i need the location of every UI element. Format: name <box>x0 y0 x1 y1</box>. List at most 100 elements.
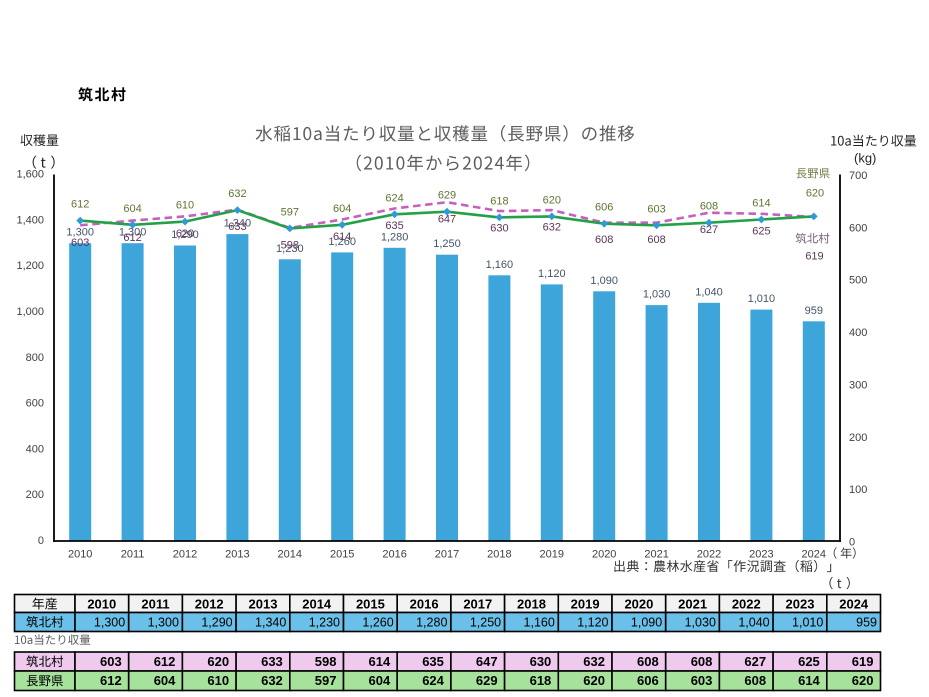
svg-text:619: 619 <box>805 251 823 263</box>
svg-text:633: 633 <box>228 221 246 233</box>
svg-text:2024: 2024 <box>802 549 826 561</box>
svg-text:608: 608 <box>595 234 613 246</box>
svg-text:610: 610 <box>207 673 229 688</box>
svg-text:647: 647 <box>476 654 498 669</box>
svg-text:1,280: 1,280 <box>416 616 447 630</box>
svg-text:1,230: 1,230 <box>276 243 304 255</box>
svg-text:1,230: 1,230 <box>309 616 340 630</box>
svg-text:635: 635 <box>422 654 444 669</box>
svg-text:612: 612 <box>154 654 176 669</box>
svg-text:1,200: 1,200 <box>16 260 44 272</box>
svg-text:632: 632 <box>228 188 246 200</box>
svg-text:624: 624 <box>385 192 403 204</box>
svg-text:608: 608 <box>700 201 718 213</box>
svg-text:2015: 2015 <box>330 549 354 561</box>
svg-text:1,040: 1,040 <box>695 286 723 298</box>
svg-text:2023: 2023 <box>749 549 773 561</box>
svg-text:1,250: 1,250 <box>470 616 501 630</box>
svg-text:632: 632 <box>583 654 605 669</box>
svg-text:2017: 2017 <box>435 549 459 561</box>
svg-text:2012: 2012 <box>195 597 224 612</box>
svg-text:620: 620 <box>176 228 194 240</box>
svg-text:1,600: 1,600 <box>16 169 44 181</box>
svg-text:2017: 2017 <box>463 597 492 612</box>
svg-text:612: 612 <box>100 673 122 688</box>
svg-text:632: 632 <box>261 673 283 688</box>
svg-text:619: 619 <box>852 654 874 669</box>
svg-text:614: 614 <box>752 198 770 210</box>
svg-text:100: 100 <box>849 484 867 496</box>
svg-text:500: 500 <box>849 275 867 287</box>
svg-text:630: 630 <box>530 654 552 669</box>
svg-text:0: 0 <box>38 535 44 547</box>
svg-text:1,300: 1,300 <box>119 227 147 239</box>
svg-text:604: 604 <box>368 673 390 688</box>
svg-text:300: 300 <box>849 379 867 391</box>
svg-text:2014: 2014 <box>278 549 302 561</box>
svg-text:1,260: 1,260 <box>362 616 393 630</box>
svg-text:624: 624 <box>422 673 444 688</box>
svg-text:603: 603 <box>100 654 122 669</box>
svg-text:1,160: 1,160 <box>524 616 555 630</box>
svg-text:2018: 2018 <box>517 597 546 612</box>
svg-text:2021: 2021 <box>644 549 668 561</box>
svg-text:630: 630 <box>490 223 508 235</box>
svg-text:606: 606 <box>637 673 659 688</box>
svg-text:629: 629 <box>438 190 456 202</box>
svg-text:632: 632 <box>543 222 561 234</box>
svg-text:627: 627 <box>744 654 766 669</box>
svg-text:1,250: 1,250 <box>433 238 461 250</box>
svg-text:200: 200 <box>26 489 44 501</box>
svg-text:608: 608 <box>637 654 659 669</box>
svg-text:647: 647 <box>438 214 456 226</box>
svg-text:2024: 2024 <box>839 597 869 612</box>
svg-text:2010: 2010 <box>87 597 116 612</box>
svg-text:1,300: 1,300 <box>148 616 179 630</box>
svg-text:1,160: 1,160 <box>486 259 514 271</box>
svg-text:400: 400 <box>849 327 867 339</box>
svg-text:625: 625 <box>798 654 820 669</box>
svg-text:200: 200 <box>849 432 867 444</box>
svg-text:700: 700 <box>849 170 867 182</box>
svg-text:2018: 2018 <box>487 549 511 561</box>
svg-text:604: 604 <box>123 203 141 215</box>
svg-text:1,290: 1,290 <box>201 616 232 630</box>
svg-text:1,040: 1,040 <box>738 616 769 630</box>
svg-text:608: 608 <box>647 234 665 246</box>
svg-text:2022: 2022 <box>732 597 761 612</box>
svg-text:959: 959 <box>805 305 823 317</box>
svg-text:604: 604 <box>333 203 351 215</box>
svg-text:597: 597 <box>315 673 337 688</box>
svg-text:618: 618 <box>490 195 508 207</box>
svg-text:2021: 2021 <box>678 597 707 612</box>
svg-text:629: 629 <box>476 673 498 688</box>
svg-text:1,300: 1,300 <box>66 227 94 239</box>
svg-text:600: 600 <box>26 398 44 410</box>
svg-text:620: 620 <box>207 654 229 669</box>
svg-text:598: 598 <box>281 239 299 251</box>
svg-text:620: 620 <box>806 188 824 200</box>
svg-text:0: 0 <box>849 537 855 549</box>
svg-text:2019: 2019 <box>540 549 564 561</box>
svg-text:1,030: 1,030 <box>685 616 716 630</box>
svg-text:614: 614 <box>333 231 351 243</box>
svg-text:2016: 2016 <box>382 549 406 561</box>
svg-text:598: 598 <box>315 654 337 669</box>
svg-text:1,400: 1,400 <box>16 214 44 226</box>
svg-text:603: 603 <box>691 673 713 688</box>
svg-text:1,090: 1,090 <box>590 275 618 287</box>
svg-text:1,120: 1,120 <box>538 268 566 280</box>
svg-text:620: 620 <box>852 673 874 688</box>
svg-text:627: 627 <box>700 224 718 236</box>
svg-text:614: 614 <box>368 654 390 669</box>
svg-text:2016: 2016 <box>410 597 439 612</box>
svg-text:612: 612 <box>123 232 141 244</box>
svg-text:1,340: 1,340 <box>224 218 252 230</box>
svg-text:1,300: 1,300 <box>94 616 125 630</box>
svg-text:603: 603 <box>71 237 89 249</box>
svg-text:1,120: 1,120 <box>577 616 608 630</box>
svg-text:620: 620 <box>583 673 605 688</box>
svg-text:614: 614 <box>798 673 820 688</box>
svg-text:2022: 2022 <box>697 549 721 561</box>
svg-text:600: 600 <box>849 222 867 234</box>
